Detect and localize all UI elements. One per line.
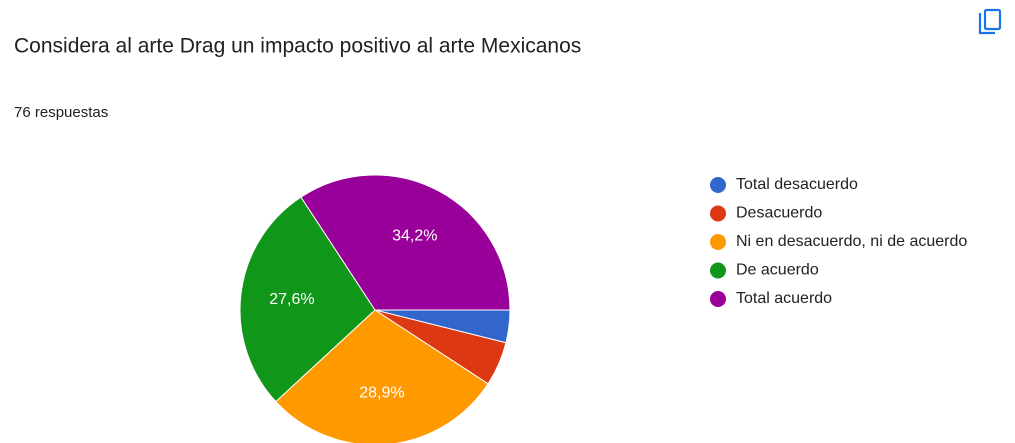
slice-label: 34,2%	[392, 228, 437, 245]
legend-label: De acuerdo	[736, 262, 819, 279]
copy-icon-front	[983, 8, 1002, 31]
pie-slice	[300, 174, 511, 311]
legend-swatch	[710, 291, 726, 307]
legend-swatch	[710, 177, 726, 193]
legend-swatch	[710, 205, 726, 222]
chart-title: Considera al arte Drag un impacto positi…	[14, 35, 581, 58]
slice-label: 27,6%	[269, 291, 314, 308]
legend-label: Total desacuerdo	[736, 176, 858, 193]
legend-swatch	[710, 262, 726, 279]
legend-swatch	[710, 234, 726, 250]
legend-label: Desacuerdo	[736, 205, 822, 222]
slice-label: 28,9%	[359, 385, 404, 402]
pie-slice	[239, 196, 376, 403]
copy-icon-back	[978, 13, 995, 35]
pie-slice	[275, 309, 489, 443]
copy-icon[interactable]	[978, 8, 1002, 35]
legend-label: Ni en desacuerdo, ni de acuerdo	[736, 233, 967, 250]
legend-label: Total acuerdo	[736, 290, 832, 307]
chart-subtitle: 76 respuestas	[14, 104, 108, 121]
